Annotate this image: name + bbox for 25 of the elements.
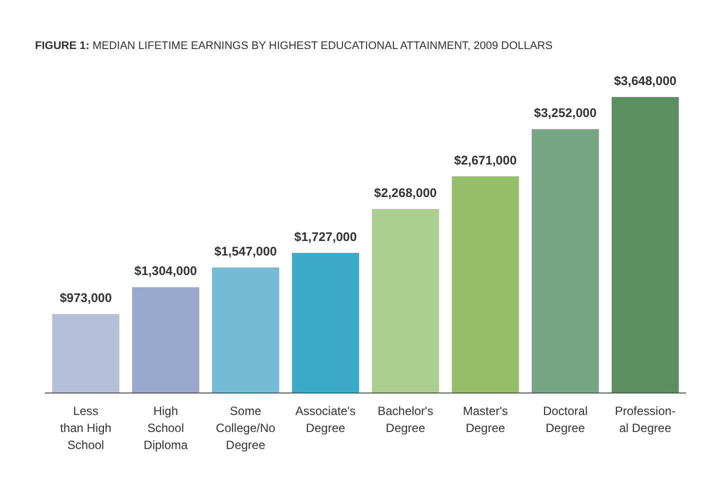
data-label: $2,268,000 (374, 186, 437, 200)
x-tick-label: Less than High School (60, 404, 112, 452)
x-tick-label: Associate's Degree (295, 404, 356, 435)
x-tick-label: Doctoral Degree (542, 404, 588, 435)
chart-title: FIGURE 1: MEDIAN LIFETIME EARNINGS BY HIGHEST EDUCATIONAL ATTAINMENT, 2009 DOLLARS (35, 40, 553, 52)
bar (132, 287, 200, 393)
bar (52, 314, 120, 393)
data-label: $3,252,000 (534, 106, 597, 120)
bar (532, 129, 599, 393)
x-tick-label: Master's Degree (462, 404, 508, 435)
x-tick-label: Bachelor's Degree (378, 404, 434, 435)
data-label: $973,000 (60, 291, 112, 306)
data-label: $3,648,000 (614, 74, 677, 88)
bar (372, 208, 440, 393)
bar (292, 252, 360, 393)
bar (212, 267, 280, 393)
bar (452, 176, 519, 393)
x-tick-label: Profession- al Degree (614, 404, 676, 435)
data-label: $2,671,000 (454, 153, 517, 168)
data-label: $1,727,000 (294, 230, 357, 244)
data-label: $1,304,000 (134, 264, 198, 278)
x-tick-label: Some College/No Degree (216, 404, 276, 452)
data-label: $1,547,000 (214, 244, 277, 258)
x-tick-label: High School Diploma (144, 404, 188, 452)
bar (612, 97, 679, 393)
